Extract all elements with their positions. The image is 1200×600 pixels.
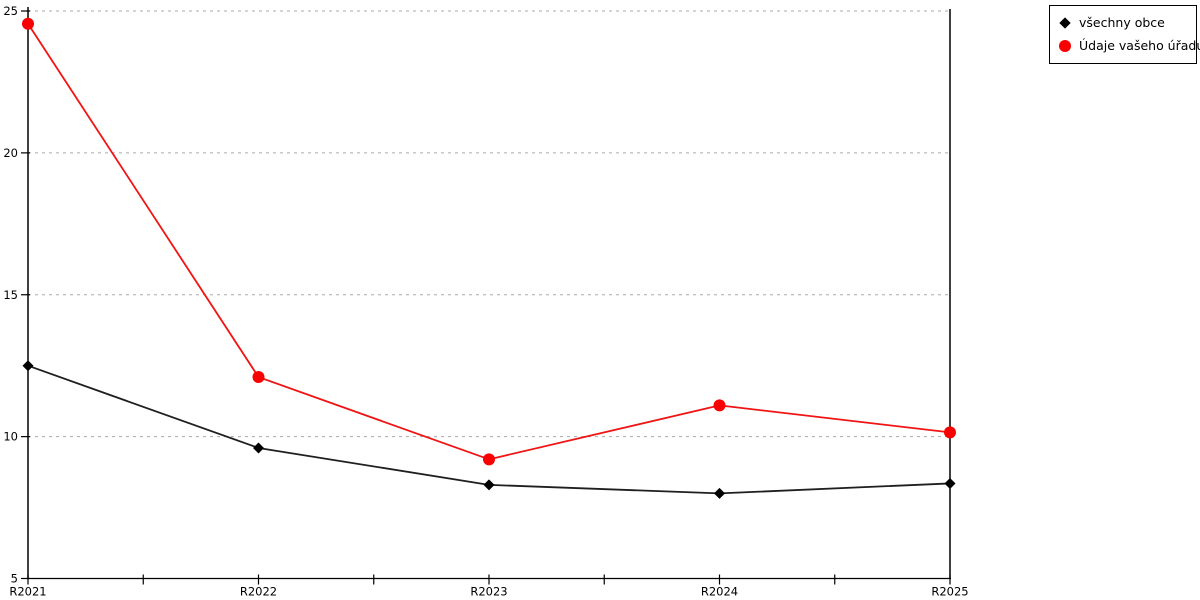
x-tick-label: R2024 <box>701 585 738 599</box>
circle-marker-icon <box>1059 39 1071 52</box>
data-point-circle <box>944 426 956 439</box>
x-tick-label: R2023 <box>470 585 507 599</box>
y-tick-label: 25 <box>3 4 18 18</box>
x-tick-label: R2021 <box>9 585 46 599</box>
y-tick-label: 20 <box>3 146 18 160</box>
data-point-diamond <box>714 487 725 499</box>
x-tick-label: R2022 <box>240 585 277 599</box>
x-tick-label: R2025 <box>931 585 968 599</box>
data-point-circle <box>713 399 726 412</box>
legend-label-udaje-vaseho-uradu: Údaje vašeho úřadu <box>1079 38 1200 53</box>
data-point-diamond <box>22 360 34 372</box>
legend: všechny obce Údaje vašeho úřadu <box>1049 5 1200 64</box>
legend-item-udaje-vaseho-uradu: Údaje vašeho úřadu <box>1059 38 1200 53</box>
data-point-circle <box>483 453 495 466</box>
y-tick-label: 5 <box>11 572 18 586</box>
legend-label-vsechny-obce: všechny obce <box>1079 15 1165 30</box>
data-point-diamond <box>944 477 956 489</box>
data-point-circle <box>252 371 265 384</box>
data-point-circle <box>22 17 34 30</box>
diamond-marker-icon <box>1059 16 1071 29</box>
data-point-diamond <box>253 442 264 454</box>
series-line-0 <box>27 364 951 495</box>
data-point-diamond <box>483 479 495 491</box>
series-line-1 <box>27 23 951 461</box>
legend-item-vsechny-obce: všechny obce <box>1059 15 1190 30</box>
y-tick-label: 10 <box>3 430 18 444</box>
y-tick-label: 15 <box>3 288 18 302</box>
